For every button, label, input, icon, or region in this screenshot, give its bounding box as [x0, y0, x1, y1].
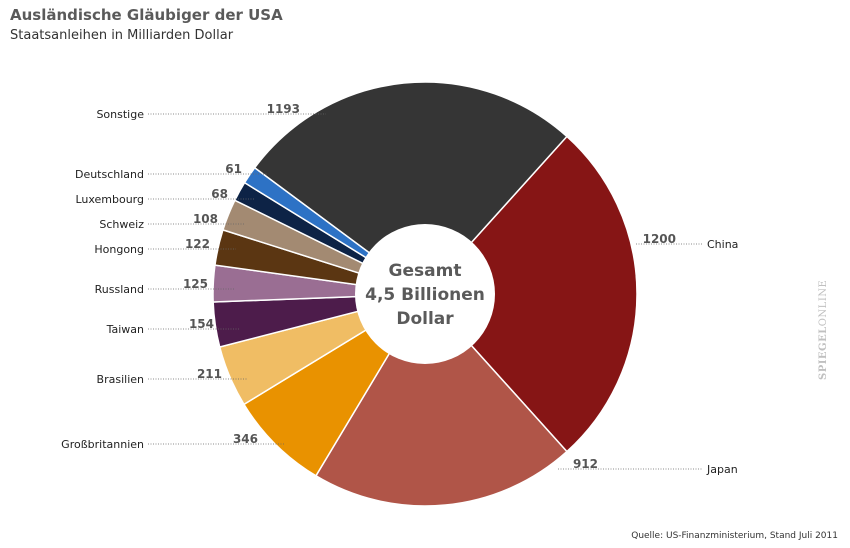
slice-label: Schweiz: [99, 218, 144, 231]
source-note: Quelle: US-Finanzministerium, Stand Juli…: [631, 531, 838, 541]
donut-hole: [355, 224, 495, 364]
slice-sonstige: [253, 81, 568, 296]
center-line-1: Gesamt: [389, 261, 462, 281]
slice-label: Hongong: [94, 243, 144, 256]
slice-label: Deutschland: [75, 168, 144, 181]
slice-value: 61: [225, 162, 242, 176]
slice-value: 912: [573, 457, 598, 471]
center-line-2: 4,5 Billionen: [365, 285, 485, 305]
slice-value: 211: [197, 367, 222, 381]
brand-logo: SPIEGELONLINE: [818, 270, 838, 380]
brand-regular: ONLINE: [818, 279, 829, 327]
brand-bold: SPIEGEL: [818, 326, 829, 380]
slice-value: 154: [189, 317, 214, 331]
slice-value: 108: [193, 212, 218, 226]
slice-labels: China 1200 Japan 912 Großbritannien 346 Brasil…: [61, 102, 738, 476]
slice-label: Luxembourg: [75, 193, 144, 206]
leader-lines: [148, 113, 703, 470]
slice-japan: [314, 292, 568, 507]
slice-china: [423, 135, 638, 453]
slice-value: 125: [183, 277, 208, 291]
slice-value: 1193: [267, 102, 300, 116]
slice-value: 346: [233, 432, 258, 446]
slice-label: Großbritannien: [61, 438, 144, 451]
slice-value: 68: [211, 187, 228, 201]
chart-subtitle: Staatsanleihen in Milliarden Dollar: [10, 28, 234, 43]
slice-value: 1200: [643, 232, 676, 246]
slice-label: Brasilien: [97, 373, 144, 386]
center-line-3: Dollar: [396, 309, 454, 329]
slice-label: Taiwan: [106, 323, 144, 336]
slice-label: Russland: [95, 283, 144, 296]
chart-title: Ausländische Gläubiger der USA: [10, 6, 283, 24]
slice-label: Sonstige: [96, 108, 144, 121]
slice-value: 122: [185, 237, 210, 251]
slice-label: Japan: [706, 463, 738, 476]
slice-label: China: [707, 238, 738, 251]
